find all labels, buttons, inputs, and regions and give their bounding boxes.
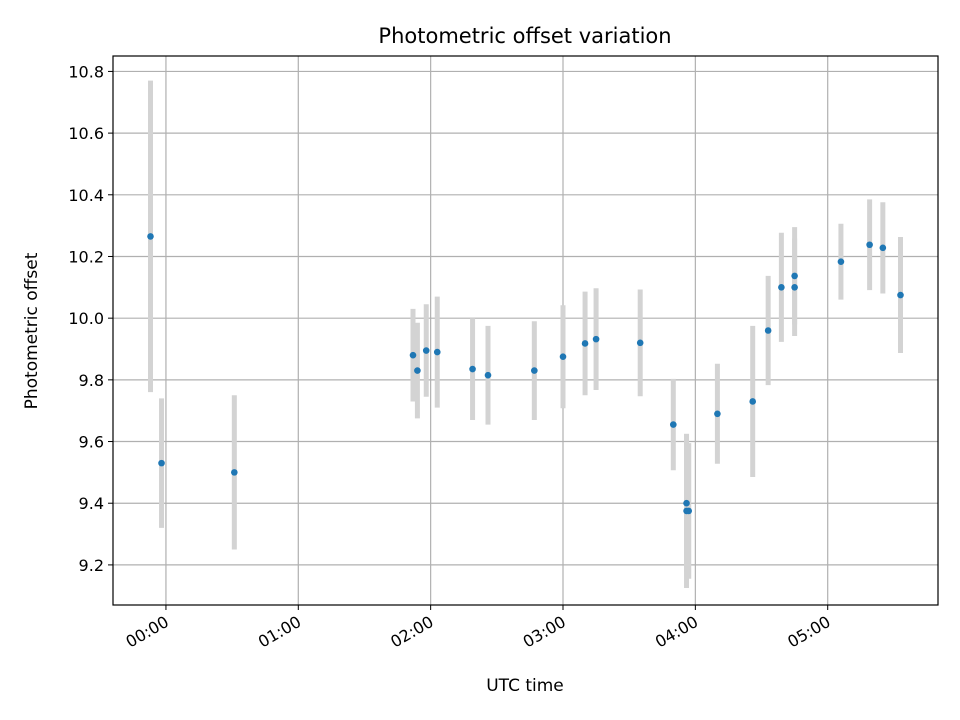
y-tick-label: 10.4 bbox=[68, 186, 104, 205]
data-point bbox=[422, 347, 430, 354]
y-axis-ticks: 9.2 9.4 9.6 9.8 10.0 10.2 10.4 10.6 10.8 bbox=[68, 62, 113, 575]
data-point bbox=[231, 469, 238, 476]
data-point bbox=[879, 244, 887, 252]
data-point bbox=[559, 353, 567, 361]
x-axis-label: UTC time bbox=[486, 676, 564, 696]
data-point bbox=[791, 284, 798, 291]
data-points bbox=[147, 233, 904, 515]
y-tick-label: 9.6 bbox=[79, 433, 104, 452]
y-tick-label: 10.8 bbox=[68, 62, 104, 81]
data-point bbox=[764, 327, 772, 334]
data-point bbox=[749, 398, 757, 405]
data-point bbox=[469, 365, 476, 373]
chart-title: Photometric offset variation bbox=[378, 24, 671, 48]
grid-lines bbox=[113, 56, 938, 605]
data-point bbox=[409, 351, 417, 359]
y-tick-label: 10.2 bbox=[68, 247, 104, 266]
data-point bbox=[683, 499, 690, 507]
y-tick-label: 9.2 bbox=[79, 556, 104, 575]
data-point bbox=[791, 272, 798, 280]
data-point bbox=[685, 507, 693, 515]
y-tick-label: 9.4 bbox=[79, 494, 104, 513]
data-point bbox=[636, 339, 644, 347]
data-point bbox=[837, 258, 845, 266]
data-point bbox=[484, 371, 492, 379]
data-point bbox=[147, 233, 154, 240]
y-tick-label: 10.0 bbox=[68, 309, 104, 328]
y-tick-label: 10.6 bbox=[68, 124, 104, 143]
data-point bbox=[669, 421, 677, 428]
data-point bbox=[714, 410, 721, 418]
data-point bbox=[433, 348, 441, 356]
data-point bbox=[897, 291, 904, 299]
data-point bbox=[158, 459, 165, 467]
data-point bbox=[581, 340, 589, 347]
y-tick-label: 9.8 bbox=[79, 371, 104, 390]
data-point bbox=[531, 367, 538, 374]
data-point bbox=[866, 241, 873, 249]
data-point bbox=[592, 335, 600, 343]
data-point bbox=[414, 367, 421, 374]
y-axis-label: Photometric offset bbox=[22, 252, 42, 409]
data-point bbox=[778, 284, 785, 291]
plot-frame bbox=[112, 55, 939, 606]
